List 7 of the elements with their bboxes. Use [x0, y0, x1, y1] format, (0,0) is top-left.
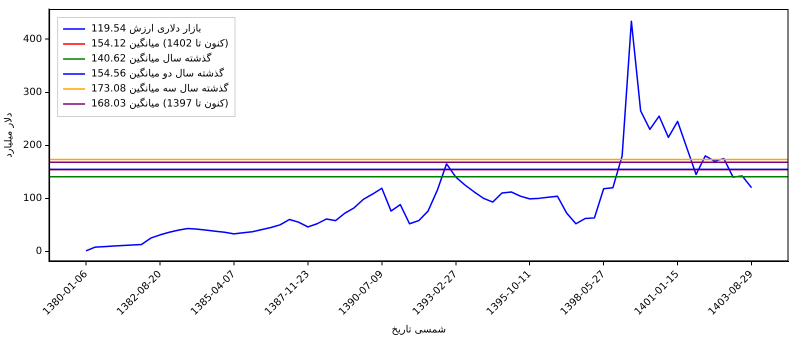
y-axis-title: میلیارد دلار — [4, 112, 15, 158]
x-axis-title: تاریخ شمسی — [392, 324, 446, 336]
y-tick-label: 300 — [22, 86, 42, 98]
y-tick-label: 0 — [36, 246, 42, 257]
y-tick-label: 100 — [22, 192, 42, 204]
y-tick-label: 400 — [22, 34, 42, 45]
y-tick-label: 200 — [22, 140, 42, 151]
